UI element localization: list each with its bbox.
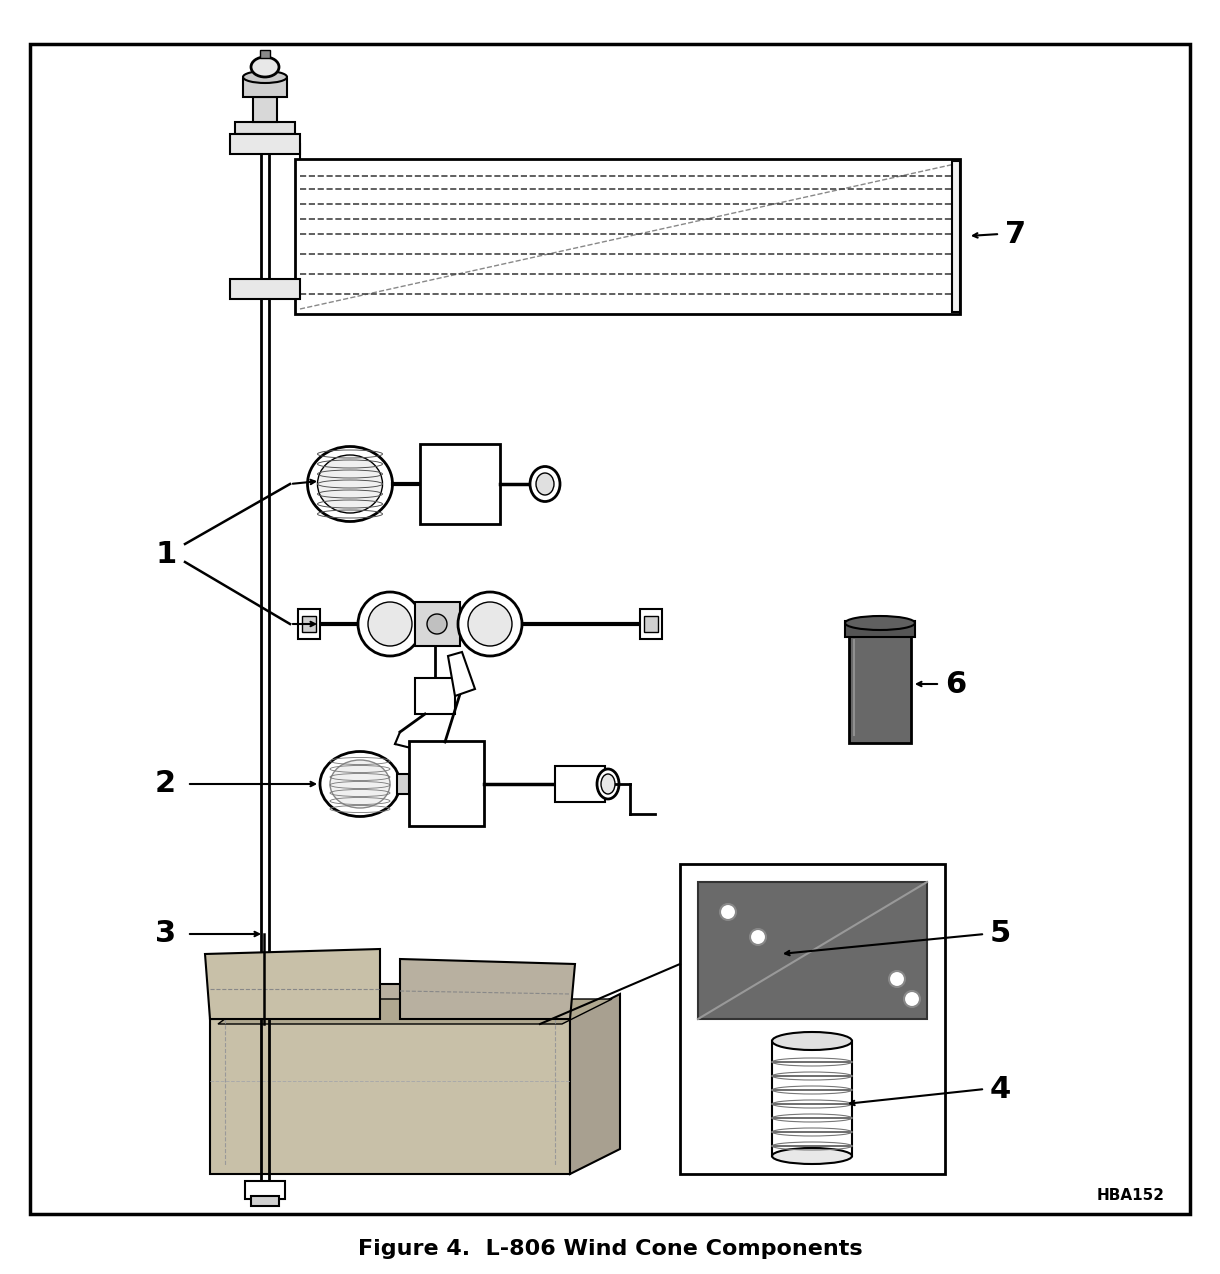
Bar xyxy=(680,864,946,1175)
Circle shape xyxy=(750,929,766,945)
Text: HBA152: HBA152 xyxy=(1097,1189,1165,1204)
Ellipse shape xyxy=(597,769,619,799)
Ellipse shape xyxy=(317,455,383,513)
Bar xyxy=(231,134,300,154)
Circle shape xyxy=(889,971,905,987)
Bar xyxy=(253,97,277,122)
Bar xyxy=(849,626,911,743)
Text: 6: 6 xyxy=(946,670,966,698)
Polygon shape xyxy=(205,949,379,1019)
Bar xyxy=(409,741,484,826)
Text: Figure 4.  L-806 Wind Cone Components: Figure 4. L-806 Wind Cone Components xyxy=(357,1240,863,1259)
Bar xyxy=(420,445,500,524)
Bar xyxy=(640,609,662,640)
Text: 7: 7 xyxy=(1005,219,1026,248)
Bar xyxy=(845,620,915,637)
Polygon shape xyxy=(448,652,475,696)
Ellipse shape xyxy=(772,1032,852,1050)
Bar xyxy=(952,161,960,312)
Bar xyxy=(298,609,320,640)
Bar xyxy=(245,1181,285,1199)
Ellipse shape xyxy=(536,473,554,496)
Text: 2: 2 xyxy=(155,769,176,799)
Polygon shape xyxy=(210,1019,570,1175)
Circle shape xyxy=(368,603,412,646)
Polygon shape xyxy=(400,959,575,1019)
Bar xyxy=(396,775,409,794)
Bar xyxy=(231,279,300,299)
Bar xyxy=(698,882,927,1019)
Ellipse shape xyxy=(243,71,287,83)
Ellipse shape xyxy=(601,775,615,794)
Circle shape xyxy=(468,603,512,646)
Text: 3: 3 xyxy=(155,920,176,949)
Bar xyxy=(295,159,960,313)
Bar xyxy=(415,603,460,646)
Ellipse shape xyxy=(329,761,390,808)
Ellipse shape xyxy=(772,1148,852,1164)
Text: 1: 1 xyxy=(155,539,176,568)
Circle shape xyxy=(720,905,736,920)
Circle shape xyxy=(427,614,447,634)
Circle shape xyxy=(904,991,920,1006)
Ellipse shape xyxy=(307,446,393,521)
Text: 5: 5 xyxy=(989,920,1011,949)
Bar xyxy=(303,617,316,632)
Ellipse shape xyxy=(529,466,560,502)
Bar xyxy=(415,678,455,713)
Bar xyxy=(235,122,295,134)
Bar xyxy=(772,1041,852,1156)
Polygon shape xyxy=(570,994,620,1175)
Circle shape xyxy=(357,592,422,656)
Ellipse shape xyxy=(320,752,400,817)
Bar xyxy=(243,79,287,97)
Polygon shape xyxy=(210,984,570,1019)
Bar xyxy=(251,1196,279,1206)
Circle shape xyxy=(458,592,522,656)
Text: 4: 4 xyxy=(989,1074,1011,1103)
Polygon shape xyxy=(218,999,612,1024)
Bar xyxy=(555,766,605,803)
Ellipse shape xyxy=(845,617,915,631)
Ellipse shape xyxy=(251,57,279,76)
Bar xyxy=(260,50,270,59)
Bar xyxy=(644,617,658,632)
